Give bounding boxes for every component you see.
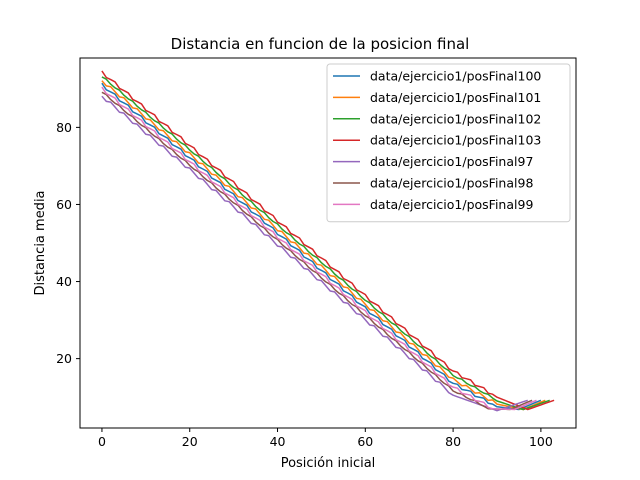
series-line [101, 86, 537, 411]
series-line [101, 82, 542, 411]
x-tick-label: 60 [357, 434, 373, 449]
legend-label: data/ejercicio1/posFinal98 [370, 176, 533, 191]
legend-label: data/ejercicio1/posFinal101 [370, 90, 541, 105]
x-axis-label: Posición inicial [281, 456, 376, 471]
axis-ticks: 0 20 40 60 80 100 20 40 60 80 [56, 120, 553, 449]
y-tick-label: 60 [56, 197, 72, 212]
series-line [101, 76, 550, 411]
legend-label: data/ejercicio1/posFinal99 [370, 197, 533, 212]
legend-label: data/ejercicio1/posFinal102 [370, 111, 541, 126]
legend-label: data/ejercicio1/posFinal100 [370, 69, 541, 84]
x-tick-label: 20 [182, 434, 198, 449]
legend-label: data/ejercicio1/posFinal97 [370, 154, 533, 169]
y-tick-label: 40 [56, 274, 72, 289]
x-tick-label: 100 [529, 434, 553, 449]
y-tick-label: 80 [56, 120, 72, 135]
series-line [101, 95, 528, 412]
x-tick-label: 0 [98, 434, 106, 449]
series-lines [101, 70, 555, 412]
axes-frame [79, 57, 577, 429]
chart-title: Distancia en funcion de la posicion fina… [171, 35, 470, 53]
legend-label: data/ejercicio1/posFinal103 [370, 133, 541, 148]
series-line [101, 80, 546, 411]
legend: data/ejercicio1/posFinal100 data/ejercici… [326, 63, 571, 223]
x-tick-label: 80 [445, 434, 461, 449]
x-tick-label: 40 [270, 434, 286, 449]
series-line [101, 91, 533, 411]
y-axis-label: Distancia media [33, 190, 48, 295]
legend-box [326, 63, 571, 223]
y-tick-label: 20 [56, 351, 72, 366]
series-line [101, 70, 555, 411]
